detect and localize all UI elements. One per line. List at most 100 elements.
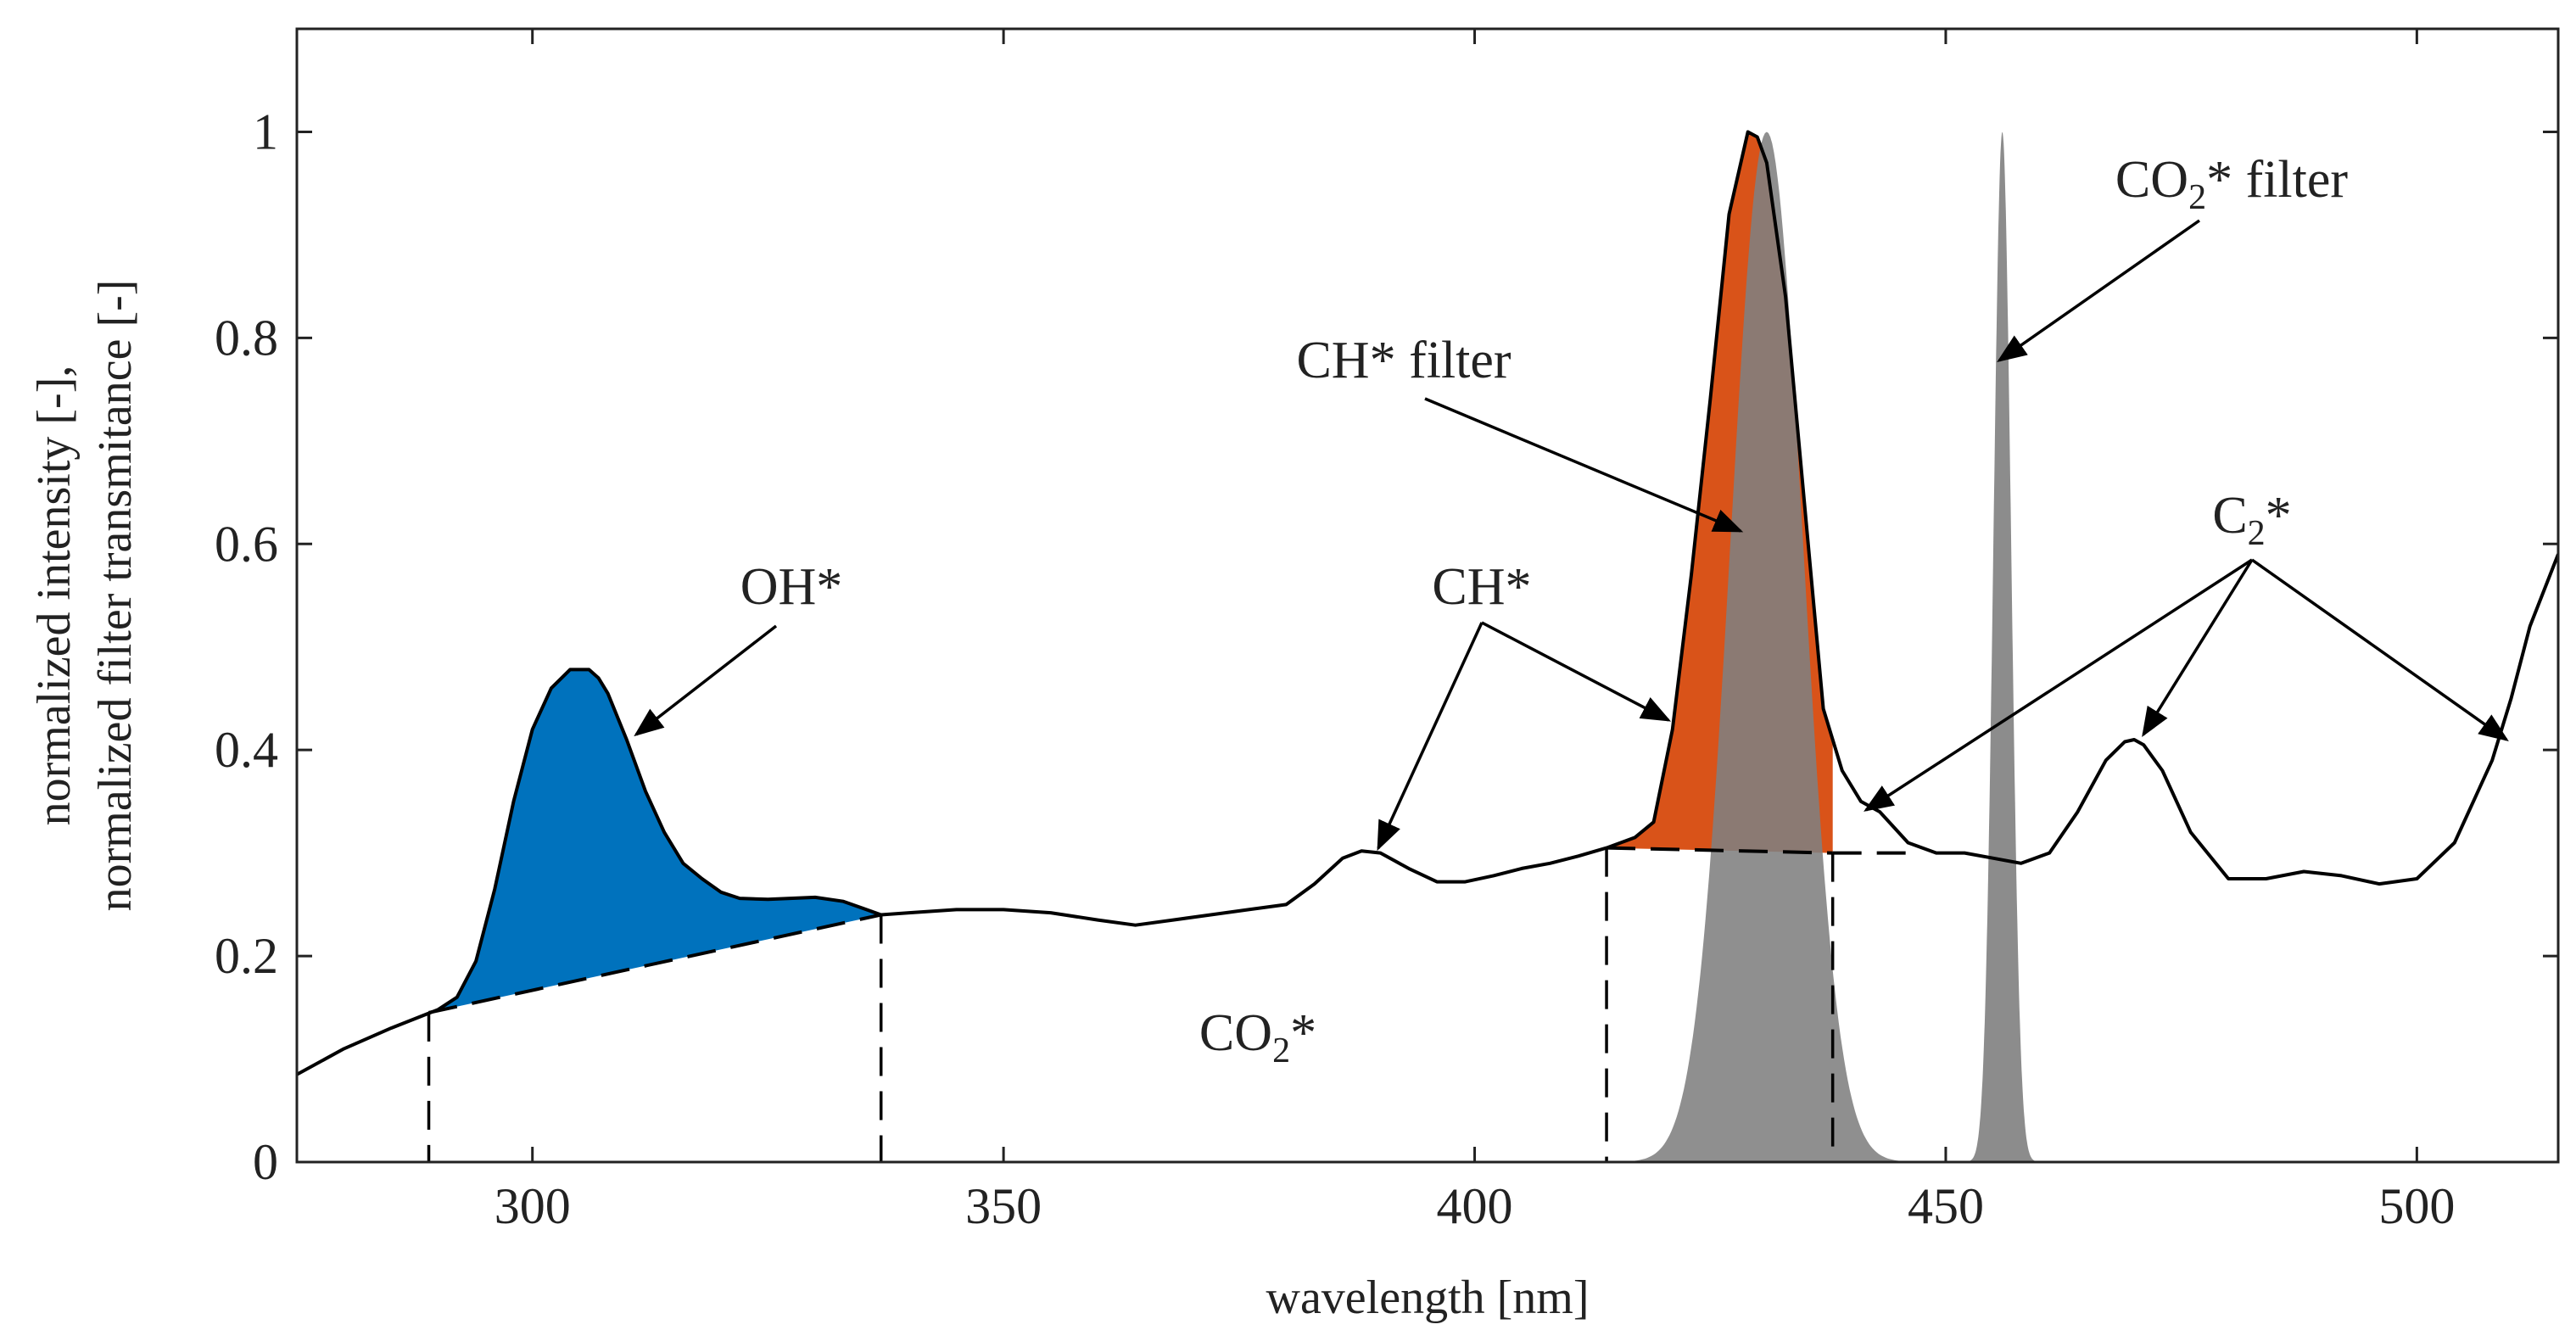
spectrum-point: [644, 790, 647, 793]
spectrum-point: [1049, 911, 1053, 914]
spectrum-point: [1633, 835, 1636, 839]
spectrum-point: [1171, 919, 1175, 922]
x-tick-label: 400: [1437, 1178, 1513, 1234]
spectrum-point: [2490, 758, 2494, 762]
arrow-ch-filter: [1424, 397, 1744, 533]
annotation-co2: CO2*: [1199, 1004, 1316, 1070]
spectrum-point: [1435, 880, 1439, 884]
spectrum-point: [474, 959, 478, 963]
x-tick-label: 500: [2378, 1178, 2455, 1234]
spectrum-point: [389, 1026, 393, 1030]
spectrum-point: [2020, 862, 2023, 865]
spectrum-point: [1652, 820, 1656, 824]
arrow-c2-mid: [2142, 559, 2254, 737]
spectrum-point: [1407, 867, 1411, 870]
spectrum-point: [2142, 743, 2145, 746]
spectrum-point: [1859, 800, 1863, 803]
spectrum-point: [2265, 877, 2268, 880]
spectrum-line: [297, 130, 2558, 1076]
spectrum-point: [1492, 874, 1495, 877]
spectrum-point: [2160, 769, 2164, 772]
annotation-ch: CH*: [1432, 558, 1531, 616]
spectrum-point: [908, 911, 911, 914]
spectrum-point: [1935, 852, 1938, 855]
co2-filter-curve: [1967, 131, 2038, 1162]
spectrum-point: [2510, 697, 2512, 700]
spectrum-point: [662, 830, 666, 834]
spectrum-point: [2076, 810, 2079, 813]
spectrum-point: [2227, 877, 2230, 880]
y-tick-label: 0.8: [215, 310, 278, 366]
spectrum-point: [606, 691, 610, 695]
spectrum-point: [1907, 841, 1909, 844]
spectrum-point: [701, 877, 704, 880]
spectrum-point: [813, 896, 817, 899]
arrow-ch-left: [1377, 622, 1484, 852]
spectrum-point: [1379, 852, 1382, 855]
spectrum-point: [2453, 841, 2456, 844]
spectrum-point: [1096, 919, 1099, 922]
spectrum-point: [1746, 131, 1750, 133]
arrow-co2-filter: [1997, 219, 2201, 363]
spectrum-point: [2340, 874, 2343, 877]
annotation-co2-filter: CO2* filter: [2115, 151, 2348, 217]
line-layer: [297, 130, 2558, 1162]
spectrum-point: [1360, 849, 1363, 852]
y-tick-label: 0.2: [215, 928, 278, 984]
annotation-oh: OH*: [740, 558, 843, 616]
oh-baseline: [428, 913, 882, 1014]
spectrum-point: [1784, 295, 1787, 299]
spectrum-point: [531, 728, 534, 731]
arrow-ch-right: [1481, 621, 1672, 722]
spectrum-point: [2302, 870, 2305, 873]
x-axis-label: wavelength [nm]: [1266, 1271, 1590, 1324]
spectrum-point: [1878, 810, 1881, 813]
x-tick-label: 350: [965, 1178, 1042, 1234]
spectrum-point: [587, 668, 590, 671]
spectrum-point: [766, 897, 769, 901]
spectrum-point: [1002, 908, 1005, 911]
y-axis-label-line2: normalized filter transmitance [-]: [89, 280, 142, 912]
spectrum-point: [1463, 880, 1467, 884]
spectrum-point: [681, 862, 685, 865]
spectrum-point: [2415, 877, 2418, 880]
spectrum-point: [1708, 398, 1712, 401]
spectrum-point: [512, 800, 515, 803]
plot-frame: [295, 27, 2560, 1164]
spectrum-point: [1577, 854, 1580, 858]
spectrum-point: [1284, 902, 1288, 906]
spectrum-point: [1134, 924, 1137, 927]
spectrum-point: [841, 900, 845, 903]
arrow-oh: [634, 624, 778, 737]
spectrum-point: [1671, 728, 1674, 731]
arrow-c2-right: [2250, 558, 2509, 742]
spectrum-point: [1690, 573, 1693, 577]
spectrum-point: [493, 887, 496, 891]
spectrum-point: [1756, 136, 1759, 138]
spectrum-point: [2048, 852, 2051, 855]
spectrum-point: [625, 738, 629, 741]
spectrum-point: [1247, 908, 1250, 911]
spectrum-point: [2529, 624, 2532, 628]
ch-filter-curve: [1623, 131, 1911, 1162]
y-axis: 0 0.2 0.4 0.6 0.8 1: [215, 103, 2558, 1190]
spectrum-point: [1765, 161, 1769, 165]
y-tick-label: 0.6: [215, 516, 278, 572]
annotation-layer: OH* CH* CH* filter CO2* filter C2* CO2*: [634, 151, 2509, 1070]
annotation-ch-filter: CH* filter: [1296, 332, 1511, 389]
spectrum-point: [2104, 758, 2108, 762]
ch-baseline: [1607, 846, 1833, 855]
band-oh: [428, 669, 881, 1014]
spectrum-point: [455, 996, 459, 999]
y-tick-label: 1: [253, 103, 278, 159]
spectrum-point: [1802, 501, 1806, 505]
y-axis-label-line1: normalized intensity [-],: [28, 366, 81, 826]
spectrum-point: [738, 897, 741, 900]
spectrum-point: [2123, 740, 2126, 743]
spectrum-point: [2189, 830, 2193, 834]
spectrum-point: [719, 891, 723, 894]
spectrum-point: [1822, 707, 1825, 711]
x-tick-label: 450: [1908, 1178, 1984, 1234]
spectrum-point: [568, 668, 572, 671]
